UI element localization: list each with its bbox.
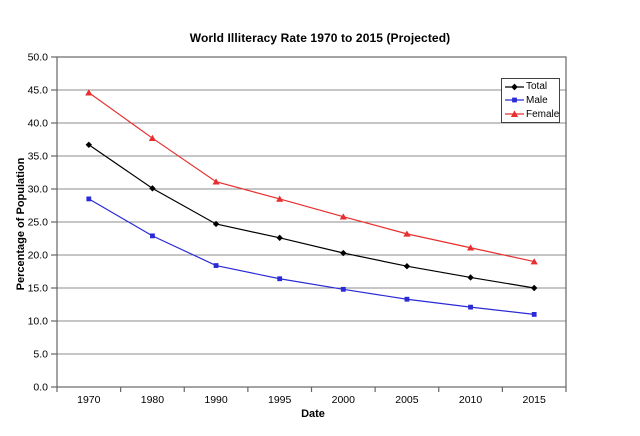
series-line-female (88, 92, 535, 263)
data-point-diamond (149, 185, 156, 192)
series-line-total (88, 144, 535, 289)
x-tick-label: 2005 (395, 394, 419, 406)
data-point-square (213, 263, 219, 268)
data-point-triangle (148, 134, 157, 141)
data-point-diamond (212, 220, 220, 228)
data-point-diamond (530, 284, 538, 292)
y-tick-label: 50.0 (28, 52, 49, 64)
data-point-square (150, 233, 155, 239)
data-point-triangle (276, 195, 284, 202)
legend-item-total: Total (505, 81, 557, 92)
data-point-triangle (530, 258, 538, 265)
female-line-marker-icon (505, 110, 524, 118)
y-tick-label: 25.0 (28, 217, 49, 229)
data-point-square (531, 312, 537, 317)
x-axis-label: Date (301, 408, 325, 420)
x-tick-label: 1995 (268, 394, 292, 406)
data-point-diamond (403, 263, 411, 270)
legend: Total Male Female (501, 78, 560, 123)
y-axis-label: Percentage of Population (15, 157, 27, 291)
legend-label: Male (526, 94, 548, 106)
data-point-diamond (467, 274, 474, 281)
legend-item-male: Male (505, 95, 557, 106)
series-line-male (88, 198, 535, 315)
y-tick-label: 40.0 (28, 118, 49, 130)
data-point-triangle (212, 178, 220, 185)
data-point-square (404, 296, 410, 302)
data-point-square (340, 286, 346, 292)
total-line-marker-icon (505, 83, 524, 91)
y-tick-label: 15.0 (28, 283, 49, 295)
y-tick-label: 30.0 (28, 184, 49, 196)
legend-label: Female (526, 108, 560, 120)
data-point-triangle (85, 89, 93, 96)
data-point-triangle (339, 213, 347, 220)
y-tick-label: 20.0 (28, 250, 49, 262)
y-tick-label: 0.0 (33, 382, 48, 394)
data-point-triangle (403, 230, 411, 237)
chart-title: World Illiteracy Rate 1970 to 2015 (Proj… (189, 31, 451, 45)
x-tick-label: 1990 (204, 394, 228, 406)
x-tick-label: 2010 (459, 394, 483, 406)
data-point-square (86, 196, 92, 202)
data-point-diamond (85, 141, 93, 148)
legend-label: Total (526, 81, 548, 93)
y-tick-label: 5.0 (33, 349, 48, 361)
x-tick-label: 2000 (332, 394, 356, 406)
y-tick-label: 35.0 (28, 151, 49, 163)
y-tick-label: 45.0 (28, 85, 49, 97)
legend-item-female: Female (505, 108, 560, 120)
data-point-square (468, 304, 473, 310)
male-line-marker-icon (505, 98, 524, 103)
data-point-square (277, 276, 283, 282)
data-point-diamond (340, 249, 347, 257)
y-tick-label: 10.0 (28, 316, 49, 328)
x-tick-label: 1970 (77, 394, 101, 406)
x-tick-label: 2015 (523, 394, 547, 406)
data-point-diamond (276, 234, 283, 242)
x-tick-label: 1980 (141, 394, 165, 406)
data-point-triangle (466, 244, 475, 251)
